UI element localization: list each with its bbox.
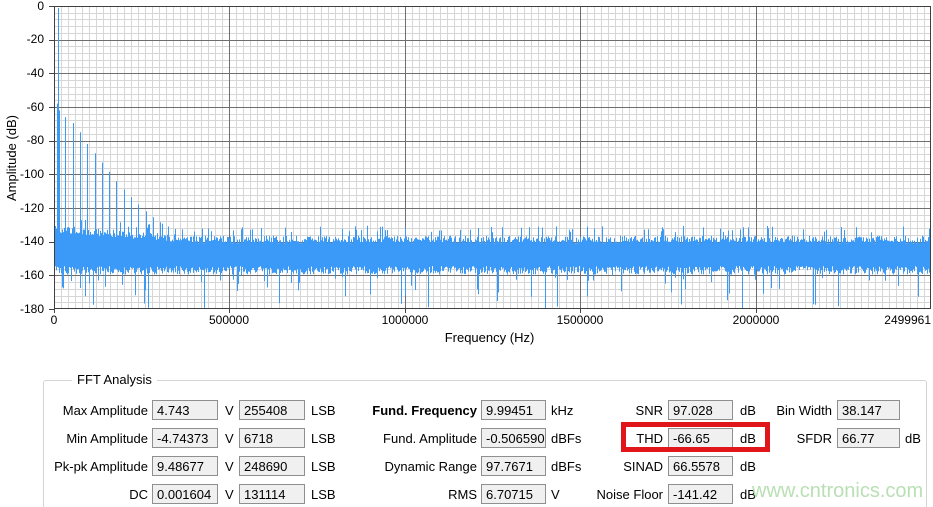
sinad-label: SINAD: [578, 459, 663, 474]
bin-width-label: Bin Width: [770, 403, 832, 418]
dc-lsb-value: 131114: [239, 484, 305, 504]
field-snr: SNR 97.028 dB: [578, 400, 756, 420]
min-amplitude-value: -4.74373: [152, 428, 218, 448]
field-sinad: SINAD 66.5578 dB: [578, 456, 756, 476]
pkpk-amplitude-value: 9.48677: [152, 456, 218, 476]
y-tick-label: -160: [0, 268, 44, 283]
rms-unit: V: [551, 487, 560, 502]
fund-frequency-label: Fund. Frequency: [365, 403, 477, 418]
field-thd: THD -66.65 dB: [578, 428, 756, 448]
dc-label: DC: [45, 487, 148, 502]
sinad-value: 66.5578: [668, 456, 733, 476]
dynamic-range-unit: dBFs: [551, 459, 581, 474]
y-tick-label: -120: [0, 201, 44, 216]
fft-plot-area: [48, 6, 931, 315]
x-tick-label: 2499961: [884, 313, 931, 327]
y-tick-label: -140: [0, 234, 44, 249]
snr-value: 97.028: [668, 400, 733, 420]
sinad-unit: dB: [740, 459, 756, 474]
thd-unit: dB: [740, 431, 756, 446]
dc-lsb-unit: LSB: [311, 487, 336, 502]
fft-analysis-title: FFT Analysis: [72, 372, 157, 387]
x-tick-label: 500000: [209, 313, 249, 327]
field-bin-width: Bin Width 38.147: [770, 400, 905, 420]
y-tick-label: 0: [0, 0, 44, 14]
x-axis-title: Frequency (Hz): [48, 330, 931, 345]
pkpk-amplitude-unit: V: [225, 459, 235, 474]
fund-frequency-unit: kHz: [551, 403, 573, 418]
rms-value: 6.70715: [481, 484, 546, 504]
pkpk-amplitude-label: Pk-pk Amplitude: [45, 459, 148, 474]
max-amplitude-lsb-unit: LSB: [311, 403, 336, 418]
y-tick-label: -40: [0, 66, 44, 81]
dc-unit: V: [225, 487, 235, 502]
field-sfdr: SFDR 66.77 dB: [770, 428, 921, 448]
min-amplitude-lsb-value: 6718: [239, 428, 305, 448]
sfdr-value: 66.77: [837, 428, 900, 448]
max-amplitude-label: Max Amplitude: [45, 403, 148, 418]
x-tick-label: 2000000: [733, 313, 780, 327]
sfdr-unit: dB: [905, 431, 921, 446]
thd-label: THD: [578, 431, 663, 446]
snr-label: SNR: [578, 403, 663, 418]
sfdr-label: SFDR: [770, 431, 832, 446]
fund-amplitude-unit: dBFs: [551, 431, 581, 446]
min-amplitude-lsb-unit: LSB: [311, 431, 336, 446]
rms-label: RMS: [365, 487, 477, 502]
field-fund-frequency: Fund. Frequency 9.99451 kHz: [365, 400, 573, 420]
pkpk-amplitude-lsb-value: 248690: [239, 456, 305, 476]
field-min-amplitude: Min Amplitude -4.74373 V 6718 LSB: [45, 428, 336, 448]
dynamic-range-value: 97.7671: [481, 456, 546, 476]
fft-plot-svg: [48, 6, 931, 315]
dc-value: 0.001604: [152, 484, 218, 504]
y-tick-label: -80: [0, 133, 44, 148]
max-amplitude-value: 4.743: [152, 400, 218, 420]
dynamic-range-label: Dynamic Range: [365, 459, 477, 474]
thd-value: -66.65: [668, 428, 733, 448]
field-max-amplitude: Max Amplitude 4.743 V 255408 LSB: [45, 400, 336, 420]
max-amplitude-lsb-value: 255408: [239, 400, 305, 420]
snr-unit: dB: [740, 403, 756, 418]
field-dc: DC 0.001604 V 131114 LSB: [45, 484, 336, 504]
noise-floor-label: Noise Floor: [578, 487, 663, 502]
noise-floor-value: -141.42: [668, 484, 733, 504]
min-amplitude-label: Min Amplitude: [45, 431, 148, 446]
bin-width-value: 38.147: [837, 400, 900, 420]
field-rms: RMS 6.70715 V: [365, 484, 560, 504]
field-noise-floor: Noise Floor -141.42 dB: [578, 484, 756, 504]
fund-frequency-value: 9.99451: [481, 400, 546, 420]
y-tick-label: -20: [0, 32, 44, 47]
watermark: www.cntronics.com: [752, 480, 923, 503]
pkpk-amplitude-lsb-unit: LSB: [311, 459, 336, 474]
field-pkpk-amplitude: Pk-pk Amplitude 9.48677 V 248690 LSB: [45, 456, 336, 476]
field-fund-amplitude: Fund. Amplitude -0.506590 dBFs: [365, 428, 581, 448]
field-dynamic-range: Dynamic Range 97.7671 dBFs: [365, 456, 581, 476]
fund-amplitude-label: Fund. Amplitude: [365, 431, 477, 446]
y-tick-label: -60: [0, 100, 44, 115]
fft-analyzer-window: Amplitude (dB) 0-20-40-60-80-100-120-140…: [0, 0, 933, 507]
y-tick-label: -100: [0, 167, 44, 182]
fund-amplitude-value: -0.506590: [481, 428, 546, 448]
min-amplitude-unit: V: [225, 431, 235, 446]
max-amplitude-unit: V: [225, 403, 235, 418]
x-tick-label: 1500000: [557, 313, 604, 327]
y-tick-label: -180: [0, 302, 44, 317]
x-tick-label: 0: [51, 313, 58, 327]
x-tick-label: 1000000: [382, 313, 429, 327]
